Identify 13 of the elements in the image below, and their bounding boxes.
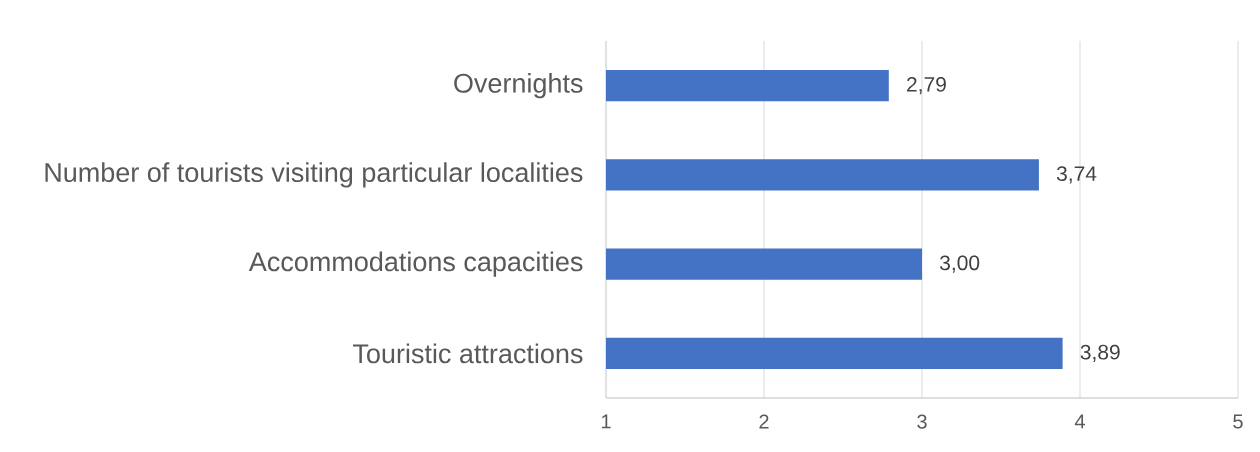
data-label: 3,00: [939, 255, 980, 273]
x-tick-label: 3: [917, 414, 927, 429]
x-tick-label: 1: [601, 414, 611, 429]
x-tick-label: 5: [1233, 414, 1243, 429]
y-tick-label: Number of tourists visiting particular localities: [45, 162, 583, 188]
y-tick-label: Touristic attractions: [353, 343, 583, 364]
data-label: 2,79: [907, 76, 946, 95]
data-label: 3,74: [1056, 166, 1097, 184]
x-tick-label: 2: [759, 414, 769, 429]
y-tick-label: Overnights: [454, 73, 583, 99]
x-tick-label: 4: [1074, 414, 1085, 429]
y-tick-label: Accommodations capacities: [248, 251, 583, 277]
data-label: 3,89: [1080, 344, 1120, 363]
